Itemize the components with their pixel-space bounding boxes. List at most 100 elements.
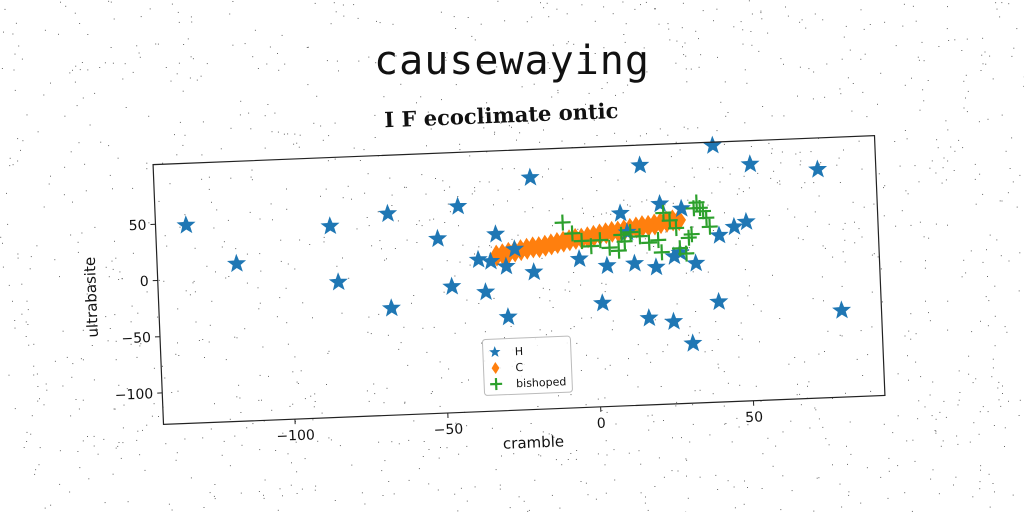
- noise-dot: [115, 447, 117, 449]
- noise-dot: [17, 160, 19, 162]
- noise-dot: [743, 175, 745, 177]
- noise-dot: [31, 415, 33, 417]
- noise-dot: [263, 497, 265, 499]
- noise-dot: [667, 134, 669, 136]
- noise-dot: [985, 296, 987, 298]
- noise-dot: [878, 173, 880, 175]
- point-bishoped: [610, 242, 627, 259]
- noise-dot: [915, 361, 917, 363]
- point-h: [702, 135, 723, 154]
- noise-dot: [264, 115, 266, 117]
- noise-dot: [258, 308, 260, 310]
- noise-dot: [653, 246, 655, 247]
- noise-dot: [140, 343, 142, 345]
- noise-dot: [87, 34, 89, 35]
- noise-dot: [1016, 206, 1018, 208]
- noise-dot: [939, 411, 941, 413]
- noise-dot: [21, 313, 23, 315]
- noise-dot: [927, 80, 929, 81]
- noise-dot: [127, 501, 129, 503]
- noise-dot: [783, 63, 784, 65]
- noise-dot: [136, 439, 138, 441]
- noise-dot: [644, 238, 646, 240]
- noise-dot: [828, 444, 830, 446]
- noise-dot: [333, 2, 335, 4]
- noise-dot: [899, 165, 901, 167]
- noise-dot: [771, 152, 773, 154]
- noise-dot: [801, 187, 803, 189]
- noise-dot: [430, 393, 432, 394]
- noise-dot: [494, 131, 496, 133]
- legend-swatch-h: [489, 346, 501, 358]
- noise-dot: [43, 404, 45, 406]
- noise-dot: [610, 213, 612, 215]
- noise-dot: [209, 324, 211, 326]
- noise-dot: [935, 430, 937, 432]
- point-h: [498, 307, 518, 326]
- noise-dot: [548, 16, 550, 18]
- noise-dot: [80, 358, 82, 360]
- noise-dot: [852, 201, 854, 203]
- noise-dot: [590, 177, 592, 178]
- noise-dot: [284, 63, 286, 65]
- noise-dot: [430, 128, 432, 130]
- noise-dot: [987, 276, 988, 277]
- noise-dot: [236, 337, 238, 339]
- noise-dot: [717, 339, 719, 340]
- noise-dot: [760, 310, 762, 312]
- noise-dot: [443, 291, 445, 293]
- noise-dot: [317, 440, 319, 442]
- noise-dot: [698, 66, 700, 68]
- noise-dot: [814, 407, 816, 409]
- noise-dot: [821, 276, 823, 278]
- noise-dot: [252, 423, 254, 425]
- noise-dot: [81, 232, 83, 234]
- noise-dot: [321, 412, 323, 414]
- noise-dot: [211, 300, 213, 302]
- noise-dot: [945, 179, 947, 181]
- noise-dot: [441, 99, 442, 101]
- noise-dot: [491, 427, 493, 429]
- point-bishoped: [698, 209, 715, 226]
- noise-dot: [295, 441, 297, 443]
- noise-dot: [296, 493, 298, 494]
- noise-dot: [169, 183, 171, 185]
- point-h: [442, 276, 462, 295]
- noise-dot: [168, 503, 170, 505]
- noise-dot: [903, 3, 905, 5]
- noise-dot: [684, 42, 686, 44]
- noise-dot: [416, 224, 418, 225]
- noise-dot: [64, 166, 66, 168]
- noise-dot: [528, 509, 530, 511]
- noise-dot: [314, 401, 316, 402]
- noise-dot: [300, 370, 302, 372]
- noise-dot: [654, 8, 655, 10]
- noise-dot: [725, 423, 727, 424]
- noise-dot: [336, 265, 338, 267]
- legend-label: bishoped: [516, 375, 567, 390]
- noise-dot: [738, 356, 740, 358]
- noise-dot: [425, 193, 427, 195]
- noise-dot: [246, 282, 248, 284]
- noise-dot: [760, 12, 762, 14]
- noise-dot: [513, 168, 515, 170]
- noise-dot: [93, 435, 95, 437]
- noise-dot: [658, 23, 660, 25]
- noise-dot: [466, 445, 468, 447]
- noise-dot: [918, 59, 920, 61]
- noise-dot: [377, 211, 379, 213]
- noise-dot: [771, 115, 773, 117]
- noise-dot: [989, 55, 991, 57]
- noise-dot: [704, 351, 706, 353]
- noise-dot: [14, 327, 16, 329]
- noise-dot: [408, 439, 410, 441]
- noise-dot: [760, 400, 762, 402]
- noise-dot: [113, 18, 115, 20]
- noise-dot: [943, 157, 945, 159]
- noise-dot: [330, 23, 332, 25]
- point-bishoped: [601, 239, 618, 256]
- noise-dot: [312, 419, 314, 421]
- noise-dot: [573, 272, 575, 273]
- noise-dot: [727, 480, 729, 482]
- point-bishoped: [573, 232, 590, 249]
